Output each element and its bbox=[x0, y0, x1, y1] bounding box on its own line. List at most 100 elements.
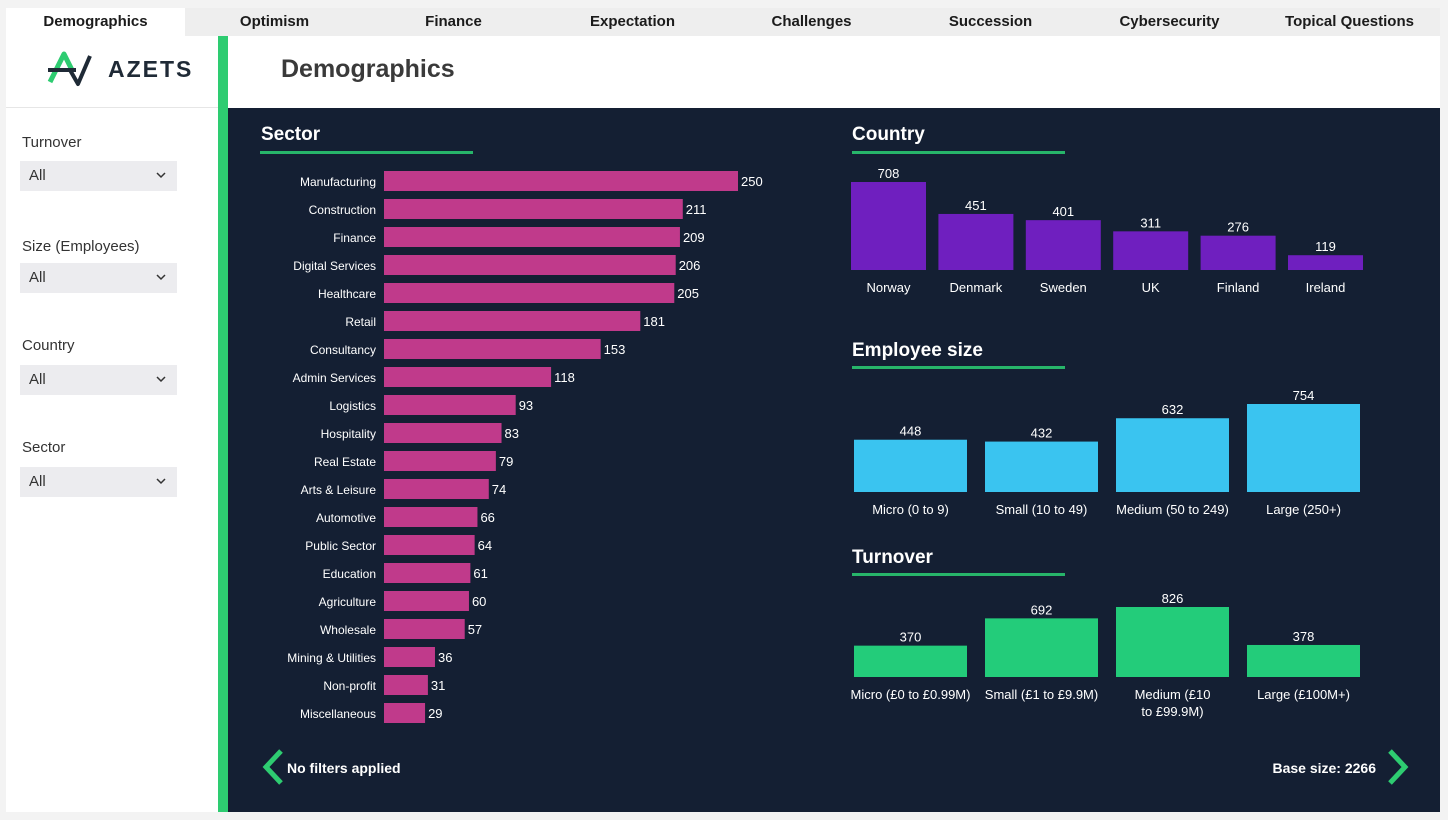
sector-value-healthcare: 205 bbox=[677, 286, 699, 301]
sector-bar-agriculture[interactable] bbox=[384, 591, 469, 611]
sector-bar-admin-services[interactable] bbox=[384, 367, 552, 387]
sector-bar-retail[interactable] bbox=[384, 311, 641, 331]
sector-label-agriculture: Agriculture bbox=[319, 595, 377, 609]
tab-expectation[interactable]: Expectation bbox=[589, 13, 676, 30]
country-bar-uk[interactable] bbox=[1113, 231, 1189, 270]
sector-bar-construction[interactable] bbox=[384, 199, 683, 219]
country-value-uk: 311 bbox=[1140, 215, 1161, 230]
sector-bar-healthcare[interactable] bbox=[384, 283, 675, 303]
sector-bar-arts-leisure[interactable] bbox=[384, 479, 489, 499]
turnover-chart-title: Turnover bbox=[852, 547, 933, 568]
country-bar-norway[interactable] bbox=[851, 182, 926, 270]
employee-label-micro-0-to-9: Micro (0 to 9) bbox=[872, 502, 949, 517]
sector-label-consultancy: Consultancy bbox=[310, 343, 376, 357]
azets-logo-icon bbox=[47, 51, 92, 86]
sector-bar-manufacturing[interactable] bbox=[384, 171, 738, 191]
sector-bar-digital-services[interactable] bbox=[384, 255, 676, 275]
turnover-value-small-1-to-9-9m: 692 bbox=[1031, 602, 1053, 617]
sector-label-real-estate: Real Estate bbox=[314, 455, 376, 469]
sector-chart-title: Sector bbox=[261, 124, 321, 145]
sector-label-hospitality: Hospitality bbox=[321, 427, 376, 441]
turnover-select[interactable]: All bbox=[20, 161, 177, 191]
country-bar-sweden[interactable] bbox=[1025, 220, 1101, 270]
sector-bar-public-sector[interactable] bbox=[384, 535, 475, 555]
employee-value-small-10-to-49: 432 bbox=[1031, 426, 1053, 441]
country-bar-ireland[interactable] bbox=[1288, 255, 1363, 270]
sector-value-education: 61 bbox=[473, 566, 487, 581]
country-value-ireland: 119 bbox=[1315, 239, 1336, 254]
sector-bar-wholesale[interactable] bbox=[384, 619, 465, 639]
tab-challenges[interactable]: Challenges bbox=[771, 13, 852, 30]
sector-label-finance: Finance bbox=[333, 231, 376, 245]
sector-bar-consultancy[interactable] bbox=[384, 339, 601, 359]
sector-value-hospitality: 83 bbox=[505, 426, 519, 441]
sector-value-finance: 209 bbox=[683, 230, 705, 245]
country-bar-denmark[interactable] bbox=[938, 213, 1014, 270]
sector-bar-automotive[interactable] bbox=[384, 507, 478, 527]
filter-label-turnover: Turnover bbox=[22, 134, 82, 151]
sector-value-real-estate: 79 bbox=[499, 454, 513, 469]
sector-label-healthcare: Healthcare bbox=[318, 287, 376, 301]
tab-optimism[interactable]: Optimism bbox=[239, 13, 310, 30]
sector-bar-finance[interactable] bbox=[384, 227, 680, 247]
turnover-bar-micro-0-to-0-99m[interactable] bbox=[854, 645, 967, 677]
turnover-bar-medium-10-to-99-9m[interactable] bbox=[1116, 607, 1229, 677]
sector-bar-real-estate[interactable] bbox=[384, 451, 496, 471]
tab-topical-questions[interactable]: Topical Questions bbox=[1285, 13, 1414, 30]
sector-bar-non-profit[interactable] bbox=[384, 675, 428, 695]
employee-bar-small-10-to-49[interactable] bbox=[985, 441, 1098, 492]
sector-value-non-profit: 31 bbox=[431, 678, 445, 693]
previous-page-arrow-icon[interactable] bbox=[261, 748, 285, 786]
filter-label-country: Country bbox=[22, 337, 75, 354]
sector-value-logistics: 93 bbox=[519, 398, 533, 413]
sector-bar-miscellaneous[interactable] bbox=[384, 703, 426, 723]
sidebar-divider bbox=[6, 107, 218, 108]
country-select[interactable]: All bbox=[20, 365, 177, 395]
size-select[interactable]: All bbox=[20, 263, 177, 293]
sector-label-construction: Construction bbox=[309, 203, 376, 217]
sector-bar-logistics[interactable] bbox=[384, 395, 516, 415]
tab-finance[interactable]: Finance bbox=[425, 13, 482, 30]
sector-select-value: All bbox=[29, 473, 46, 490]
sector-select[interactable]: All bbox=[20, 467, 177, 497]
sector-bar-mining-utilities[interactable] bbox=[384, 647, 435, 667]
tab-succession[interactable]: Succession bbox=[948, 13, 1033, 30]
country-label-sweden: Sweden bbox=[1040, 280, 1087, 295]
turnover-bar-large-100m[interactable] bbox=[1247, 644, 1360, 677]
employee-bar-large-250[interactable] bbox=[1247, 404, 1360, 492]
country-title-rule bbox=[852, 151, 1065, 154]
sector-label-digital-services: Digital Services bbox=[293, 259, 376, 273]
sector-label-automotive: Automotive bbox=[316, 511, 376, 525]
sector-label-miscellaneous: Miscellaneous bbox=[300, 707, 376, 721]
sector-label-wholesale: Wholesale bbox=[320, 623, 376, 637]
sector-label-logistics: Logistics bbox=[329, 399, 376, 413]
country-value-sweden: 401 bbox=[1052, 204, 1074, 219]
turnover-label-micro-0-to-0-99m: Micro (£0 to £0.99M) bbox=[851, 687, 971, 702]
turnover-title-rule bbox=[852, 573, 1065, 576]
country-bar-finland[interactable] bbox=[1200, 235, 1276, 270]
filter-label-size: Size (Employees) bbox=[22, 238, 140, 255]
sector-value-manufacturing: 250 bbox=[741, 174, 763, 189]
employee-value-micro-0-to-9: 448 bbox=[900, 424, 922, 439]
country-chart-title: Country bbox=[852, 124, 925, 145]
next-page-arrow-icon[interactable] bbox=[1386, 748, 1410, 786]
employee-bar-micro-0-to-9[interactable] bbox=[854, 439, 967, 492]
country-label-uk: UK bbox=[1142, 280, 1160, 295]
sector-value-admin-services: 118 bbox=[554, 370, 575, 385]
sector-bar-education[interactable] bbox=[384, 563, 471, 583]
tab-cybersecurity[interactable]: Cybersecurity bbox=[1119, 13, 1220, 30]
sector-value-agriculture: 60 bbox=[472, 594, 486, 609]
sector-value-wholesale: 57 bbox=[468, 622, 482, 637]
chevron-down-icon bbox=[156, 376, 166, 383]
base-size-text: Base size: 2266 bbox=[1272, 760, 1376, 776]
employee-bar-medium-50-to-249[interactable] bbox=[1116, 418, 1229, 492]
country-label-norway: Norway bbox=[866, 280, 911, 295]
sector-label-admin-services: Admin Services bbox=[293, 371, 376, 385]
turnover-value-medium-10-to-99-9m: 826 bbox=[1162, 591, 1184, 606]
sector-bar-hospitality[interactable] bbox=[384, 423, 502, 443]
tab-demographics[interactable]: Demographics bbox=[6, 8, 185, 36]
logo-text: AZETS bbox=[108, 56, 194, 82]
size-select-value: All bbox=[29, 269, 46, 286]
turnover-bar-small-1-to-9-9m[interactable] bbox=[985, 618, 1098, 677]
